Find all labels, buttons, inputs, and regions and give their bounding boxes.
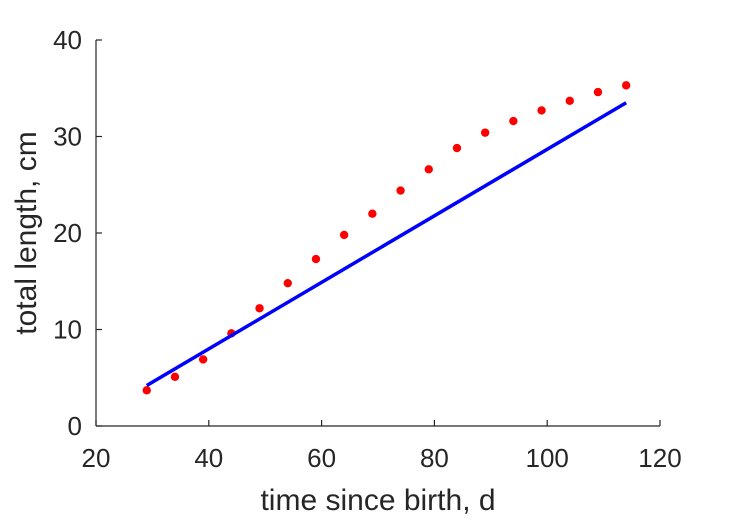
y-tick-label-1: 10 [53,315,82,345]
data-point-17 [621,81,631,90]
y-tick-label-3: 30 [53,122,82,152]
x-tick-label-4: 100 [526,443,569,473]
data-point-1 [170,372,180,381]
y-axis-label: total length, cm [10,131,43,334]
y-tick-label-2: 20 [53,218,82,248]
x-tick-label-0: 20 [82,443,111,473]
data-point-13 [509,116,518,126]
data-point-6 [311,254,321,264]
data-point-11 [452,143,462,153]
x-tick-label-3: 80 [420,443,449,473]
data-point-2 [198,355,208,364]
data-point-4 [255,304,264,313]
y-tick-label-4: 40 [53,25,82,55]
y-tick-label-0: 0 [68,411,82,441]
x-tick-label-2: 60 [307,443,336,473]
data-point-10 [424,165,433,174]
x-tick-label-1: 40 [194,443,223,473]
x-axis-label: time since birth, d [260,484,495,517]
data-point-8 [368,209,377,218]
data-point-0 [142,386,151,395]
data-point-14 [537,106,546,115]
data-point-7 [339,230,349,240]
fit-line [145,101,628,387]
x-tick-label-5: 120 [638,443,681,473]
data-point-16 [593,87,603,97]
data-point-12 [480,128,490,137]
data-point-5 [283,278,292,288]
data-point-9 [396,186,405,195]
data-point-15 [565,96,574,105]
